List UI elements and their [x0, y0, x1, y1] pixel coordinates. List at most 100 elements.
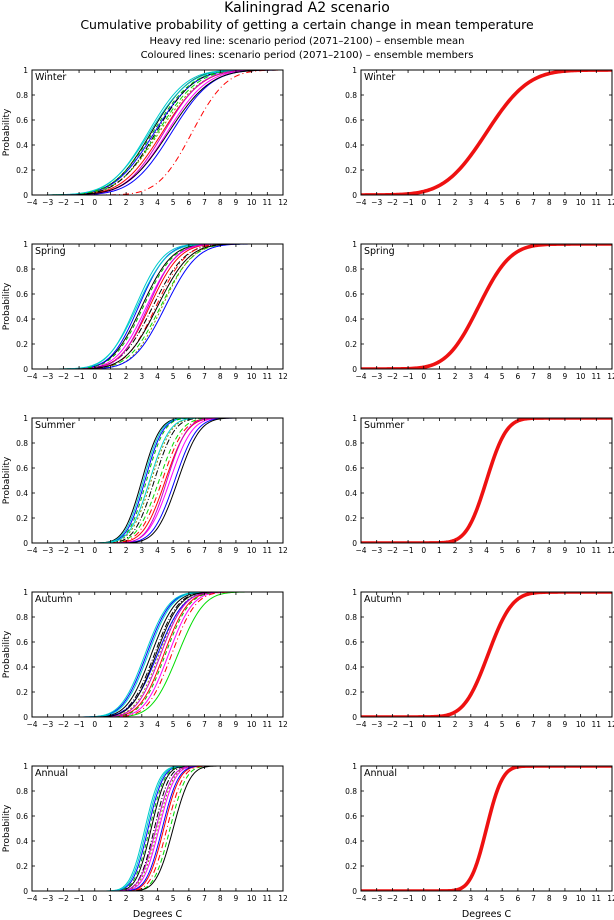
y-tick-label: 1 — [352, 414, 357, 423]
y-tick-label: 1 — [352, 240, 357, 249]
x-tick-label: 9 — [563, 198, 568, 207]
curves-spring-mean — [361, 244, 612, 369]
member-line-8 — [32, 592, 283, 717]
y-tick-label: 0.2 — [345, 340, 357, 349]
member-line-4 — [32, 592, 283, 717]
x-tick-label: 5 — [500, 720, 505, 729]
panel-title: Spring — [364, 246, 395, 257]
panel-summer-members: −4 −3 −2 −1 0 1 2 3 4 5 6 7 8 9 10 11 1200.20.40.60.81Su… — [2, 414, 288, 555]
y-tick-label: 1 — [23, 588, 28, 597]
x-tick-label: 5 — [171, 546, 176, 555]
y-tick-label: 0.6 — [345, 464, 357, 473]
x-tick-label: 6 — [515, 546, 520, 555]
panel-winter-mean: −4−3−2−1012345678910111200.20.40.60.81Wi… — [345, 66, 614, 207]
x-tick-label: 8 — [547, 198, 552, 207]
x-tick-label: 1 — [437, 546, 442, 555]
y-tick-label: 1 — [23, 414, 28, 423]
y-axis-label: Probability — [2, 282, 12, 330]
panel-annual-members: −4 −3 −2 −1 0 1 2 3 4 5 6 7 8 9 10 11 1200.20.40.60.81An… — [2, 762, 288, 920]
x-tick-label: 6 — [186, 894, 191, 903]
x-tick-label: 12 — [278, 546, 288, 555]
x-tick-label: −3 — [42, 198, 53, 207]
x-tick-label: 5 — [500, 894, 505, 903]
x-tick-label: 7 — [531, 894, 536, 903]
x-tick-label: 0 — [92, 546, 97, 555]
y-tick-label: 0.4 — [16, 489, 28, 498]
x-tick-label: −1 — [403, 894, 414, 903]
panel-title: Annual — [35, 768, 68, 779]
x-tick-label: 3 — [468, 546, 473, 555]
x-tick-label: 3 — [468, 720, 473, 729]
x-tick-label: −1 — [74, 198, 85, 207]
x-tick-label: 9 — [563, 894, 568, 903]
y-axis-label: Probability — [2, 456, 12, 504]
y-axis-label: Probability — [2, 630, 12, 678]
x-tick-label: 7 — [531, 720, 536, 729]
x-tick-label: −4 — [26, 894, 37, 903]
x-tick-label: 12 — [607, 720, 614, 729]
x-tick-label: 9 — [563, 372, 568, 381]
x-tick-label: 11 — [592, 546, 602, 555]
figure-subtitle: Cumulative probability of getting a cert… — [80, 17, 534, 32]
x-tick-label: 2 — [453, 546, 458, 555]
curves-annual-members — [32, 766, 283, 891]
x-tick-label: 1 — [108, 546, 113, 555]
x-tick-label: 1 — [437, 894, 442, 903]
x-tick-label: 10 — [247, 372, 257, 381]
ensemble-mean-line — [361, 592, 612, 717]
y-tick-label: 0.4 — [345, 315, 357, 324]
panel-title: Autumn — [364, 594, 402, 605]
x-tick-label: 4 — [155, 720, 160, 729]
curves-autumn-members — [32, 592, 283, 717]
ensemble-mean-line — [361, 244, 612, 369]
x-tick-label: 11 — [263, 720, 273, 729]
x-tick-label: 0 — [421, 372, 426, 381]
x-tick-label: 11 — [592, 894, 602, 903]
member-line-4 — [32, 418, 283, 543]
x-tick-label: 3 — [468, 894, 473, 903]
x-tick-label: 8 — [218, 198, 223, 207]
x-tick-label: −3 — [371, 372, 382, 381]
x-tick-label: 6 — [186, 198, 191, 207]
x-tick-label: 12 — [278, 894, 288, 903]
x-tick-label: −2 — [387, 894, 398, 903]
x-tick-label: 10 — [576, 546, 586, 555]
y-tick-label: 0.6 — [345, 812, 357, 821]
x-tick-label: −4 — [355, 546, 366, 555]
y-tick-label: 1 — [23, 762, 28, 771]
y-tick-label: 0.6 — [16, 290, 28, 299]
x-tick-label: 8 — [218, 372, 223, 381]
member-line-14 — [32, 244, 283, 369]
y-tick-label: 1 — [23, 66, 28, 75]
x-tick-label: −3 — [42, 372, 53, 381]
figure-title: Kaliningrad A2 scenario — [224, 0, 390, 16]
x-tick-label: 0 — [421, 720, 426, 729]
y-tick-label: 0.8 — [16, 439, 28, 448]
panel-title: Autumn — [35, 594, 73, 605]
y-tick-label: 0.4 — [16, 315, 28, 324]
x-tick-label: −2 — [58, 894, 69, 903]
x-tick-label: 11 — [592, 198, 602, 207]
panel-title: Summer — [35, 420, 75, 431]
x-tick-label: 11 — [263, 372, 273, 381]
x-tick-label: 4 — [155, 372, 160, 381]
member-line-14 — [32, 766, 283, 891]
x-tick-label: −3 — [371, 546, 382, 555]
curves-summer-members — [32, 418, 283, 543]
member-line-5 — [32, 766, 283, 891]
x-tick-label: 10 — [576, 894, 586, 903]
curves-winter-mean — [361, 70, 612, 195]
x-tick-label: −2 — [387, 198, 398, 207]
x-tick-label: 8 — [218, 894, 223, 903]
x-tick-label: 6 — [515, 372, 520, 381]
y-tick-label: 0.4 — [345, 141, 357, 150]
x-tick-label: 12 — [607, 546, 614, 555]
y-tick-label: 0 — [23, 365, 28, 374]
y-tick-label: 0 — [23, 713, 28, 722]
x-tick-label: 3 — [139, 372, 144, 381]
ensemble-mean-line — [361, 766, 612, 891]
x-tick-label: −2 — [58, 372, 69, 381]
x-tick-label: −2 — [387, 372, 398, 381]
x-tick-label: 9 — [234, 372, 239, 381]
